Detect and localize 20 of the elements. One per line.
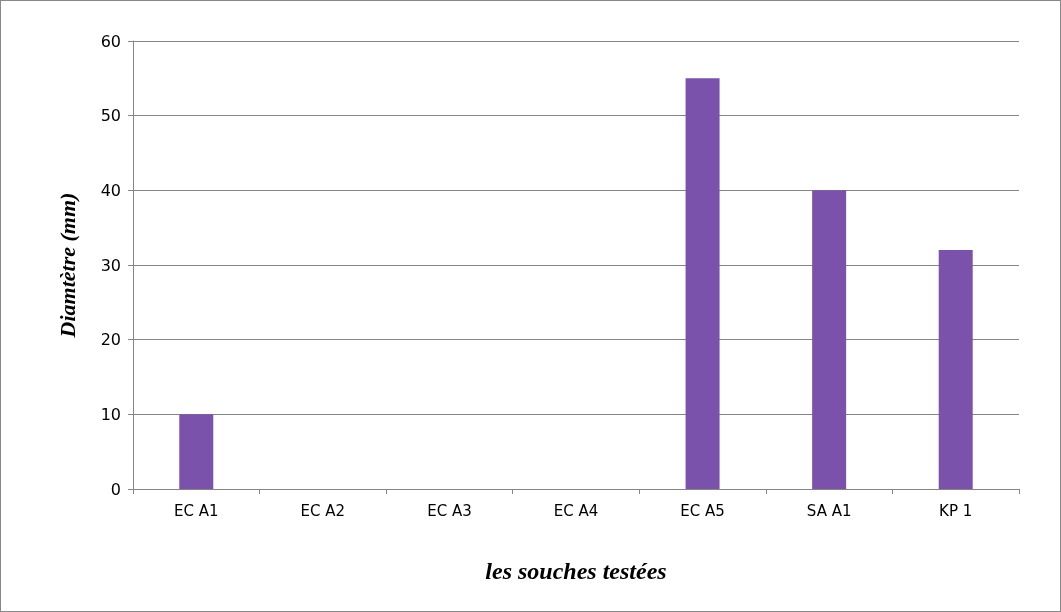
y-tick-label: 0 [110, 479, 121, 499]
bar [685, 78, 720, 489]
y-tick-label: 60 [100, 31, 121, 51]
x-tick-label: EC A3 [427, 501, 472, 520]
y-tick-label: 50 [100, 106, 121, 126]
y-axis-title: Diamtètre (mm) [54, 192, 80, 339]
x-axis-title: les souches testées [485, 558, 667, 584]
x-tick-label: SA A1 [806, 501, 852, 520]
x-tick-label: EC A1 [174, 501, 219, 520]
y-tick-label: 30 [100, 255, 121, 275]
bar [812, 190, 847, 489]
y-tick-label: 20 [100, 330, 121, 350]
y-tick-label: 40 [100, 180, 121, 200]
x-tick-label: KP 1 [939, 501, 973, 520]
y-tick-label: 10 [100, 404, 121, 424]
bar [938, 250, 973, 489]
x-tick-label: EC A4 [553, 501, 599, 520]
bar [179, 414, 214, 489]
x-tick-label: EC A2 [300, 501, 346, 520]
x-tick-label: EC A5 [680, 501, 725, 520]
